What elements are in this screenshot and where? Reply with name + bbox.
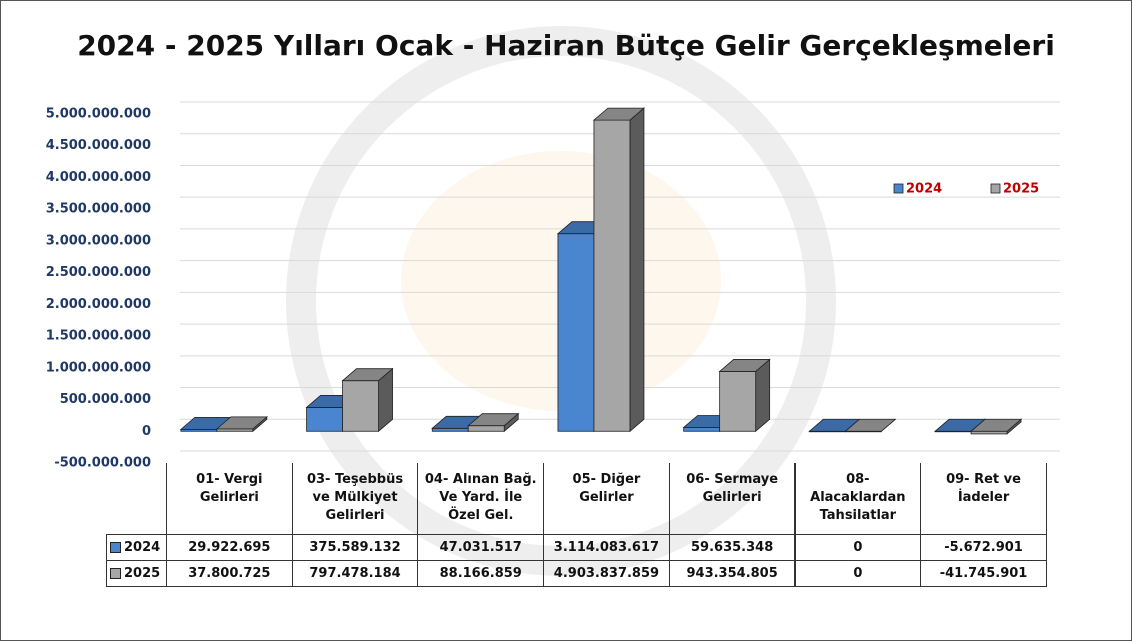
series-name: 2025: [124, 565, 160, 583]
table-value: -41.745.901: [920, 560, 1047, 587]
table-value: 4.903.837.859: [543, 560, 670, 587]
table-value: 59.635.348: [669, 534, 796, 561]
table-value: 29.922.695: [166, 534, 293, 561]
table-value: 88.166.859: [417, 560, 544, 587]
table-value: 943.354.805: [669, 560, 796, 587]
y-tick-label: 2.500.000.000: [46, 265, 151, 280]
legend-label: 2025: [1003, 182, 1039, 197]
x-tick-label: 01- Vergi Gelirleri: [166, 463, 293, 535]
y-tick-label: 4.000.000.000: [46, 170, 151, 185]
table-value: 0: [795, 534, 922, 561]
bar-side: [630, 108, 644, 431]
y-tick-label: 3.500.000.000: [46, 202, 151, 217]
y-tick-label: 3.000.000.000: [46, 233, 151, 248]
bar: [594, 108, 644, 431]
table-value: 797.478.184: [292, 560, 419, 587]
x-tick-label: 04- Alınan Bağ. Ve Yard. İle Özel Gel.: [417, 463, 544, 535]
table-value: 375.589.132: [292, 534, 419, 561]
y-tick-label: 4.500.000.000: [46, 138, 151, 153]
legend-swatch: [110, 542, 121, 553]
table-value: 3.114.083.617: [543, 534, 670, 561]
table-row-label: 2024: [106, 534, 167, 561]
x-tick-label: 08- Alacaklardan Tahsilatlar: [795, 463, 922, 535]
bar-front: [432, 428, 468, 431]
y-tick-label: 1.000.000.000: [46, 360, 151, 375]
bar-front: [720, 371, 756, 431]
x-tick-label: 03- Teşebbüs ve Mülkiyet Gelirleri: [292, 463, 419, 535]
x-tick-label: 05- Diğer Gelirler: [543, 463, 670, 535]
y-tick-label: 500.000.000: [60, 392, 151, 407]
bar-front: [468, 426, 504, 432]
legend-swatch: [894, 184, 903, 193]
series-name: 2024: [124, 539, 160, 557]
y-tick-label: 2.000.000.000: [46, 297, 151, 312]
bar: [343, 369, 393, 432]
table-value: -5.672.901: [920, 534, 1047, 561]
chart-page: 2024 - 2025 Yılları Ocak - Haziran Bütçe…: [0, 0, 1132, 641]
y-tick-label: -500.000.000: [54, 456, 151, 471]
chart-title: 2024 - 2025 Yılları Ocak - Haziran Bütçe…: [77, 29, 1055, 62]
x-tick-label: 09- Ret ve İadeler: [920, 463, 1047, 535]
table-row-label: 2025: [106, 560, 167, 587]
y-tick-label: 1.500.000.000: [46, 329, 151, 344]
legend-label: 2024: [906, 182, 942, 197]
table-value: 47.031.517: [417, 534, 544, 561]
table-value: 0: [795, 560, 922, 587]
bar-front: [594, 120, 630, 431]
y-tick-label: 5.000.000.000: [46, 107, 151, 122]
bar-front: [307, 407, 343, 431]
bar: [720, 359, 770, 431]
legend-swatch: [110, 568, 121, 579]
bar-front: [558, 234, 594, 432]
x-tick-label: 06- Sermaye Gelirleri: [669, 463, 796, 535]
y-tick-label: 0: [142, 424, 151, 439]
bar-side: [756, 359, 770, 431]
bar-front: [343, 381, 379, 432]
bar-front: [684, 427, 720, 431]
legend-swatch: [991, 184, 1000, 193]
table-value: 37.800.725: [166, 560, 293, 587]
